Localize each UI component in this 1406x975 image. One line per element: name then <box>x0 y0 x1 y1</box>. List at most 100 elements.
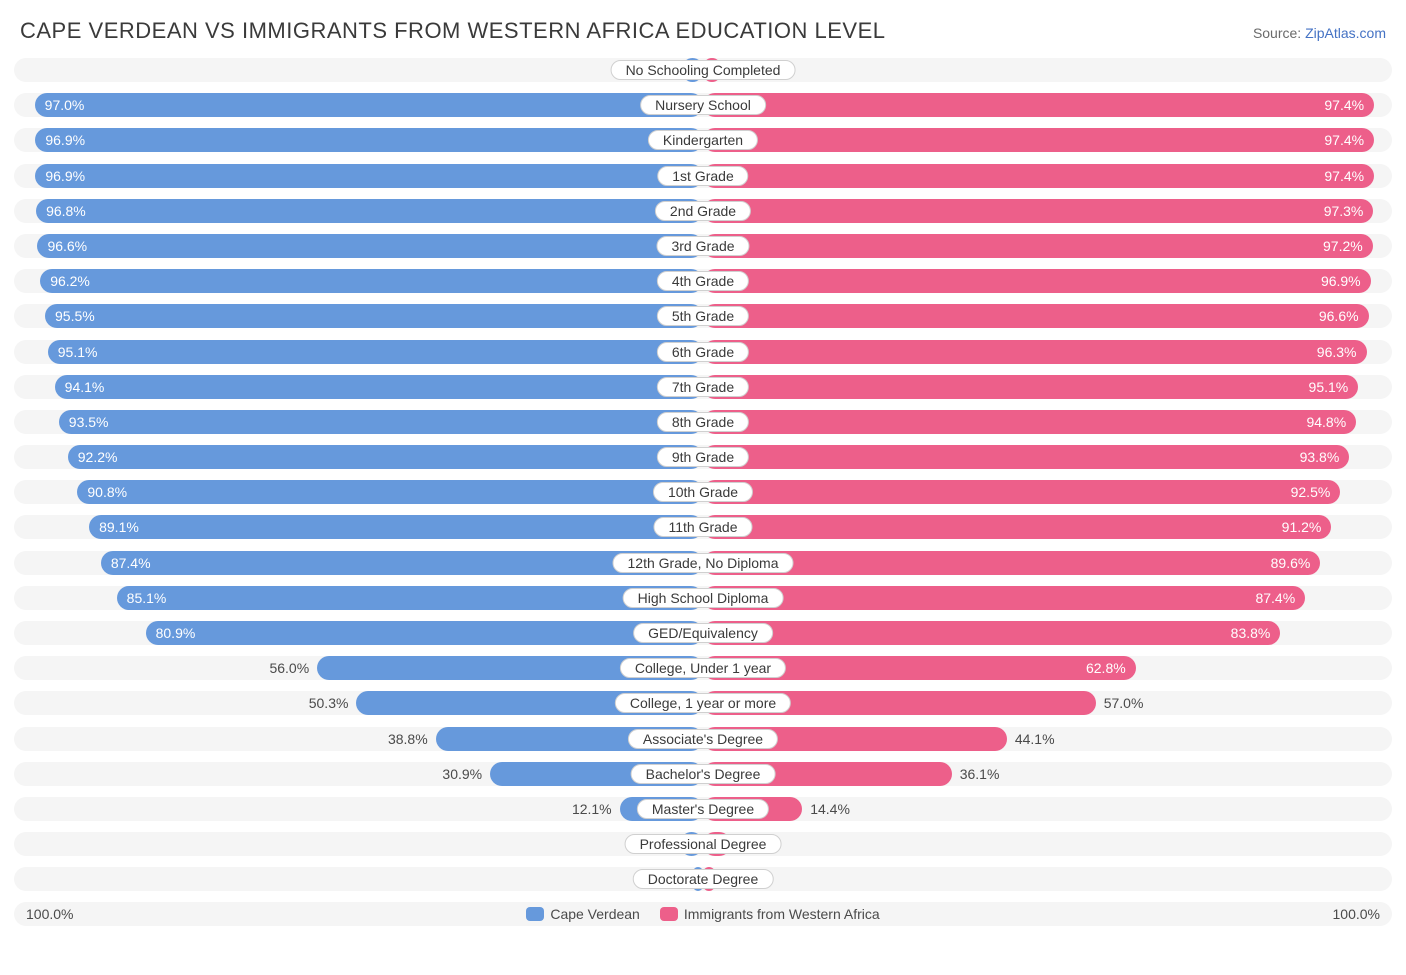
bar-right: 94.8% <box>703 410 1356 434</box>
chart-row: 3.4%4.0%Professional Degree <box>14 832 1392 856</box>
bar-right-value: 62.8% <box>1076 660 1136 676</box>
legend-label-left: Cape Verdean <box>550 906 640 922</box>
bar-right-value: 44.1% <box>1007 731 1063 747</box>
bar-left: 93.5% <box>59 410 703 434</box>
chart-row: 90.8% 92.5% 10th Grade <box>14 480 1392 504</box>
chart-row: 96.2% 96.9% 4th Grade <box>14 269 1392 293</box>
bar-left: 90.8% <box>77 480 703 504</box>
chart-footer: 100.0% Cape Verdean Immigrants from West… <box>14 902 1392 926</box>
chart-title: CAPE VERDEAN VS IMMIGRANTS FROM WESTERN … <box>20 18 886 44</box>
bar-right-value: 93.8% <box>1290 449 1350 465</box>
bar-left-value: 38.8% <box>380 731 436 747</box>
legend-swatch-right <box>660 907 678 921</box>
category-label: Master's Degree <box>637 799 769 819</box>
legend-swatch-left <box>526 907 544 921</box>
bar-left: 96.9% <box>35 164 703 188</box>
category-label: 6th Grade <box>657 342 749 362</box>
bar-left-value: 50.3% <box>301 695 357 711</box>
source-label: Source: <box>1253 25 1301 41</box>
legend-item-left: Cape Verdean <box>526 906 640 922</box>
chart-row: 89.1% 91.2% 11th Grade <box>14 515 1392 539</box>
bar-right-value: 83.8% <box>1221 625 1281 641</box>
category-label: 1st Grade <box>657 166 748 186</box>
bar-right: 92.5% <box>703 480 1340 504</box>
chart-row: 95.1%96.3%6th Grade <box>14 340 1392 364</box>
bar-right-value: 97.4% <box>1314 132 1374 148</box>
category-label: 4th Grade <box>657 271 749 291</box>
chart-row: 56.0%62.8%College, Under 1 year <box>14 656 1392 680</box>
bar-left-value: 94.1% <box>55 379 115 395</box>
bar-right: 97.4% <box>703 93 1374 117</box>
bar-right-value: 91.2% <box>1272 519 1332 535</box>
bar-right-value: 95.1% <box>1299 379 1359 395</box>
chart-row: 96.8%97.3%2nd Grade <box>14 199 1392 223</box>
chart-row: 1.4%1.7%Doctorate Degree <box>14 867 1392 891</box>
bar-right: 97.4% <box>703 128 1374 152</box>
bar-right: 97.2% <box>703 234 1373 258</box>
category-label: 8th Grade <box>657 412 749 432</box>
legend-item-right: Immigrants from Western Africa <box>660 906 880 922</box>
bar-right-value: 96.3% <box>1307 344 1367 360</box>
bar-right: 91.2% <box>703 515 1331 539</box>
bar-right-value: 36.1% <box>952 766 1008 782</box>
chart-header: CAPE VERDEAN VS IMMIGRANTS FROM WESTERN … <box>14 18 1392 44</box>
chart-row: 12.1% 14.4% Master's Degree <box>14 797 1392 821</box>
bar-right-value: 92.5% <box>1281 484 1341 500</box>
bar-right-value: 97.4% <box>1314 168 1374 184</box>
bar-left-value: 93.5% <box>59 414 119 430</box>
bar-right-value: 96.6% <box>1309 308 1369 324</box>
bar-left-value: 95.5% <box>45 308 105 324</box>
category-label: Doctorate Degree <box>633 869 774 889</box>
bar-left-value: 96.6% <box>37 238 97 254</box>
chart-source: Source: ZipAtlas.com <box>1253 25 1386 41</box>
bar-right: 97.3% <box>703 199 1373 223</box>
bar-left-value: 85.1% <box>117 590 177 606</box>
bar-left-value: 30.9% <box>434 766 490 782</box>
chart-row: 3.1%2.6%No Schooling Completed <box>14 58 1392 82</box>
bar-left-value: 90.8% <box>77 484 137 500</box>
bar-right: 93.8% <box>703 445 1349 469</box>
source-link[interactable]: ZipAtlas.com <box>1305 25 1386 41</box>
axis-max-left: 100.0% <box>26 906 73 922</box>
bar-right-value: 96.9% <box>1311 273 1371 289</box>
bar-right: 97.4% <box>703 164 1374 188</box>
category-label: Professional Degree <box>625 834 782 854</box>
bar-left-value: 87.4% <box>101 555 161 571</box>
category-label: No Schooling Completed <box>611 60 796 80</box>
category-label: Associate's Degree <box>628 729 778 749</box>
chart-row: 87.4% 89.6%12th Grade, No Diploma <box>14 551 1392 575</box>
bar-left: 97.0% <box>35 93 703 117</box>
chart-row: 97.0%97.4%Nursery School <box>14 93 1392 117</box>
bar-left-value: 80.9% <box>146 625 206 641</box>
bar-right-value: 94.8% <box>1296 414 1356 430</box>
bar-left: 95.5% <box>45 304 703 328</box>
bar-left: 96.9% <box>35 128 703 152</box>
chart-row: 96.9% 97.4% Kindergarten <box>14 128 1392 152</box>
bar-left: 92.2% <box>68 445 703 469</box>
bar-left: 89.1% <box>89 515 703 539</box>
category-label: Kindergarten <box>648 130 758 150</box>
category-label: 12th Grade, No Diploma <box>613 553 794 573</box>
category-label: 7th Grade <box>657 377 749 397</box>
category-label: 5th Grade <box>657 306 749 326</box>
chart-row: 96.9% 97.4% 1st Grade <box>14 164 1392 188</box>
chart-row: 38.8% 44.1% Associate's Degree <box>14 727 1392 751</box>
legend: Cape Verdean Immigrants from Western Afr… <box>526 906 879 922</box>
bar-left: 96.2% <box>40 269 703 293</box>
bar-right: 83.8% <box>703 621 1280 645</box>
bar-left: 96.6% <box>37 234 703 258</box>
bar-right-value: 14.4% <box>802 801 858 817</box>
category-label: 9th Grade <box>657 447 749 467</box>
chart-row: 50.3%57.0%College, 1 year or more <box>14 691 1392 715</box>
bar-left-value: 92.2% <box>68 449 128 465</box>
bar-left: 80.9% <box>146 621 703 645</box>
category-label: 11th Grade <box>653 517 752 537</box>
category-label: 10th Grade <box>653 482 753 502</box>
bar-right-value: 57.0% <box>1096 695 1152 711</box>
chart-row: 85.1%87.4%High School Diploma <box>14 586 1392 610</box>
category-label: 3rd Grade <box>656 236 749 256</box>
bar-left-value: 12.1% <box>564 801 620 817</box>
category-label: Bachelor's Degree <box>631 764 776 784</box>
bar-right: 89.6% <box>703 551 1320 575</box>
bar-left-value: 96.8% <box>36 203 96 219</box>
